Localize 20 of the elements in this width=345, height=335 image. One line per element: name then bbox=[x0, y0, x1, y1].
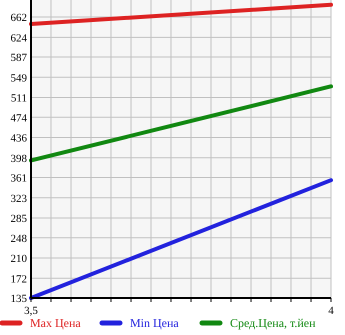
y-tick-label: 549 bbox=[10, 72, 28, 84]
y-tick-label: 624 bbox=[10, 32, 28, 44]
x-tick-label: 4 bbox=[328, 305, 334, 317]
y-tick-label: 323 bbox=[10, 192, 28, 205]
y-tick-label: 248 bbox=[10, 232, 28, 245]
y-tick-label: 135 bbox=[10, 293, 28, 305]
legend-label: Max Цена bbox=[30, 316, 82, 330]
y-tick-label: 474 bbox=[10, 112, 28, 124]
y-tick-label: 587 bbox=[10, 52, 28, 64]
y-tick-label: 172 bbox=[10, 273, 27, 286]
legend-label: Min Цена bbox=[130, 316, 180, 330]
y-tick-label: 285 bbox=[10, 213, 28, 226]
y-tick-label: 398 bbox=[10, 152, 28, 165]
y-tick-label: 436 bbox=[10, 132, 28, 145]
y-tick-label: 361 bbox=[10, 172, 27, 185]
y-tick-label: 662 bbox=[10, 12, 27, 24]
legend-label: Сред.Цена, т.йен bbox=[230, 316, 316, 330]
y-tick-label: 210 bbox=[10, 253, 28, 266]
x-tick-label: 3,5 bbox=[24, 305, 38, 317]
y-tick-label: 511 bbox=[10, 92, 27, 105]
